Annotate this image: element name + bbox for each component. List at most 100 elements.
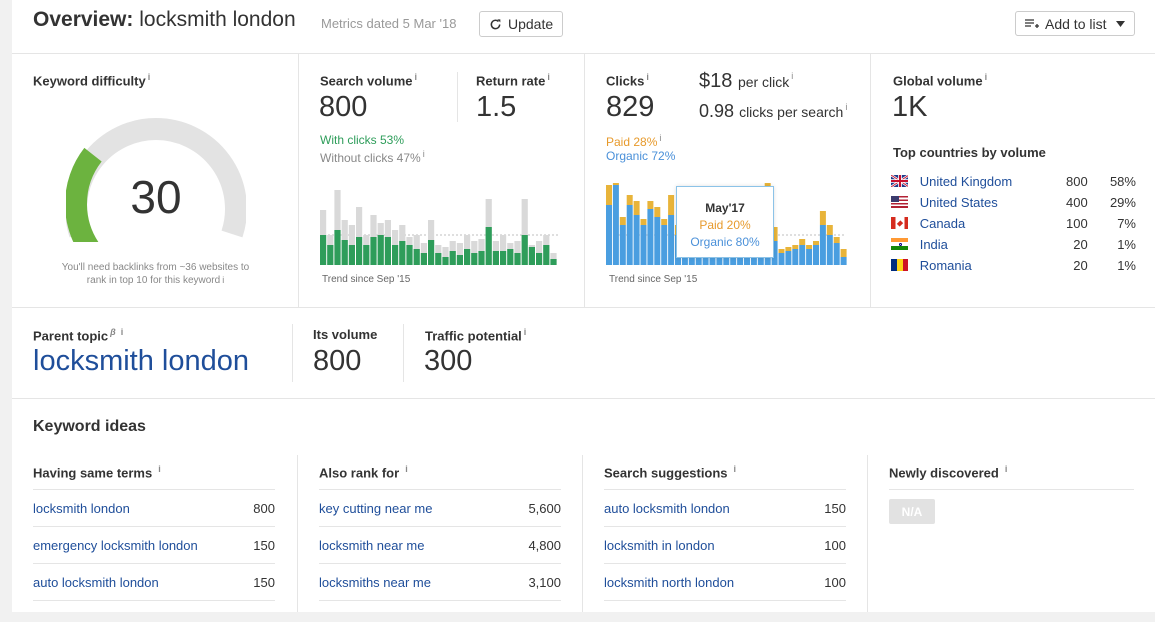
add-list-icon: [1025, 18, 1039, 28]
sv-bar-clicks: [384, 237, 391, 265]
idea-row[interactable]: locksmith london 800: [33, 489, 275, 526]
divider: [403, 324, 404, 382]
idea-row[interactable]: locksmith in london 100: [604, 526, 846, 563]
sv-bar-clicks: [377, 235, 384, 265]
sv-bar-total: [442, 247, 449, 265]
idea-row[interactable]: locksmith north london 100: [604, 563, 846, 600]
country-row[interactable]: India 20 1%: [891, 234, 1136, 254]
traffic-potential-label: Traffic potential i: [425, 327, 527, 344]
sv-bar-clicks: [478, 251, 485, 265]
info-icon[interactable]: i: [405, 464, 408, 474]
clicks-bar-paid: [799, 239, 806, 245]
country-name[interactable]: Romania: [919, 257, 972, 273]
top-countries-label: Top countries by volume: [893, 145, 1046, 160]
tooltip-paid: Paid 20%: [699, 218, 751, 232]
cpc: $18 per click i: [699, 70, 794, 92]
sv-with-clicks: With clicks 53%: [320, 133, 405, 147]
country-share: 29%: [1109, 194, 1136, 210]
sv-bar-clicks: [363, 245, 370, 265]
country-name[interactable]: India: [919, 236, 948, 252]
info-icon[interactable]: i: [646, 72, 649, 82]
clicks-bar-paid: [785, 247, 792, 251]
country-name[interactable]: United States: [919, 194, 998, 210]
sv-bar-total: [500, 235, 507, 265]
idea-row[interactable]: key cutting near me 5,600: [319, 489, 561, 526]
row-divider: [33, 600, 275, 601]
clicks-bar-paid: [606, 185, 612, 205]
clicks-bar-organic: [626, 205, 633, 265]
clicks-bar-paid: [640, 219, 647, 225]
idea-volume: 4,800: [528, 537, 561, 553]
info-icon[interactable]: i: [414, 72, 418, 82]
clicks-bar-organic: [661, 225, 668, 265]
page-title: Overview: locksmith london: [33, 8, 296, 32]
country-row[interactable]: United States 400 29%: [891, 192, 1136, 212]
country-row[interactable]: United Kingdom 800 58%: [891, 171, 1136, 191]
info-icon[interactable]: i: [659, 133, 662, 143]
clicks-bar-organic: [806, 249, 813, 265]
info-icon[interactable]: i: [523, 327, 527, 337]
info-icon[interactable]: i: [222, 275, 225, 285]
idea-keyword[interactable]: locksmiths near me: [319, 574, 431, 590]
idea-keyword[interactable]: key cutting near me: [319, 500, 433, 516]
sv-bar-clicks: [507, 249, 514, 265]
info-icon[interactable]: i: [158, 464, 161, 474]
sv-bar-clicks: [370, 237, 377, 265]
idea-keyword[interactable]: emergency locksmith london: [33, 537, 198, 553]
clicks-bar-paid: [647, 201, 654, 209]
info-icon[interactable]: i: [147, 72, 151, 82]
kd-gauge: [66, 118, 246, 242]
sv-trend-chart: [320, 190, 560, 265]
info-icon[interactable]: i: [422, 149, 425, 159]
sv-value: 800: [319, 91, 368, 123]
idea-keyword[interactable]: auto locksmith london: [33, 574, 159, 590]
idea-keyword[interactable]: locksmith in london: [604, 537, 715, 553]
add-to-list-button[interactable]: Add to list: [1015, 11, 1136, 36]
info-icon[interactable]: i: [1004, 464, 1008, 474]
chart-tooltip: May'17 Paid 20% Organic 80%: [676, 186, 774, 258]
idea-row[interactable]: locksmiths near me 3,100: [319, 563, 561, 600]
parent-topic-label: Parent topic β i: [33, 327, 124, 344]
info-icon[interactable]: i: [733, 464, 737, 474]
in-flag-icon: [891, 238, 908, 250]
idea-row[interactable]: locksmith near me 4,800: [319, 526, 561, 563]
idea-keyword[interactable]: locksmith london: [33, 500, 130, 516]
parent-topic-link[interactable]: locksmith london: [33, 345, 249, 377]
country-name[interactable]: United Kingdom: [919, 173, 1013, 189]
idea-keyword[interactable]: locksmith north london: [604, 574, 735, 590]
sv-trend-label: Trend since Sep '15: [322, 274, 411, 285]
idea-keyword[interactable]: locksmith near me: [319, 537, 425, 553]
info-icon[interactable]: i: [120, 327, 124, 337]
country-share: 1%: [1117, 236, 1136, 252]
sv-bar-total: [334, 190, 341, 265]
country-row[interactable]: Canada 100 7%: [891, 213, 1136, 233]
country-row[interactable]: Romania 20 1%: [891, 255, 1136, 275]
sv-bar-clicks: [514, 253, 521, 265]
idea-volume: 3,100: [528, 574, 561, 590]
update-button[interactable]: Update: [479, 11, 564, 37]
clicks-bar-paid: [668, 195, 675, 215]
kd-note: You'll need backlinks from ~36 websites …: [61, 262, 250, 286]
row-divider: [604, 600, 846, 601]
clicks-bar-paid: [833, 237, 840, 243]
refresh-icon: [490, 18, 501, 29]
idea-row[interactable]: auto locksmith london 150: [604, 489, 846, 526]
idea-volume: 150: [253, 537, 275, 553]
info-icon[interactable]: i: [547, 72, 550, 82]
sv-bar-clicks: [500, 251, 507, 265]
country-share: 7%: [1117, 215, 1136, 231]
sv-bar-clicks: [348, 245, 355, 265]
sv-bar-clicks: [413, 249, 420, 265]
clicks-bar-organic: [826, 235, 833, 265]
info-icon[interactable]: i: [984, 72, 988, 82]
idea-keyword[interactable]: auto locksmith london: [604, 500, 730, 516]
rr-label: Return rate i: [476, 72, 550, 89]
kd-gauge-fill: [66, 147, 102, 242]
info-icon[interactable]: i: [845, 102, 848, 112]
info-icon[interactable]: i: [791, 71, 794, 82]
sv-bar-clicks: [464, 249, 471, 265]
idea-row[interactable]: emergency locksmith london 150: [33, 526, 275, 563]
clicks-bar-organic: [633, 215, 640, 265]
country-name[interactable]: Canada: [919, 215, 966, 231]
idea-row[interactable]: auto locksmith london 150: [33, 563, 275, 600]
